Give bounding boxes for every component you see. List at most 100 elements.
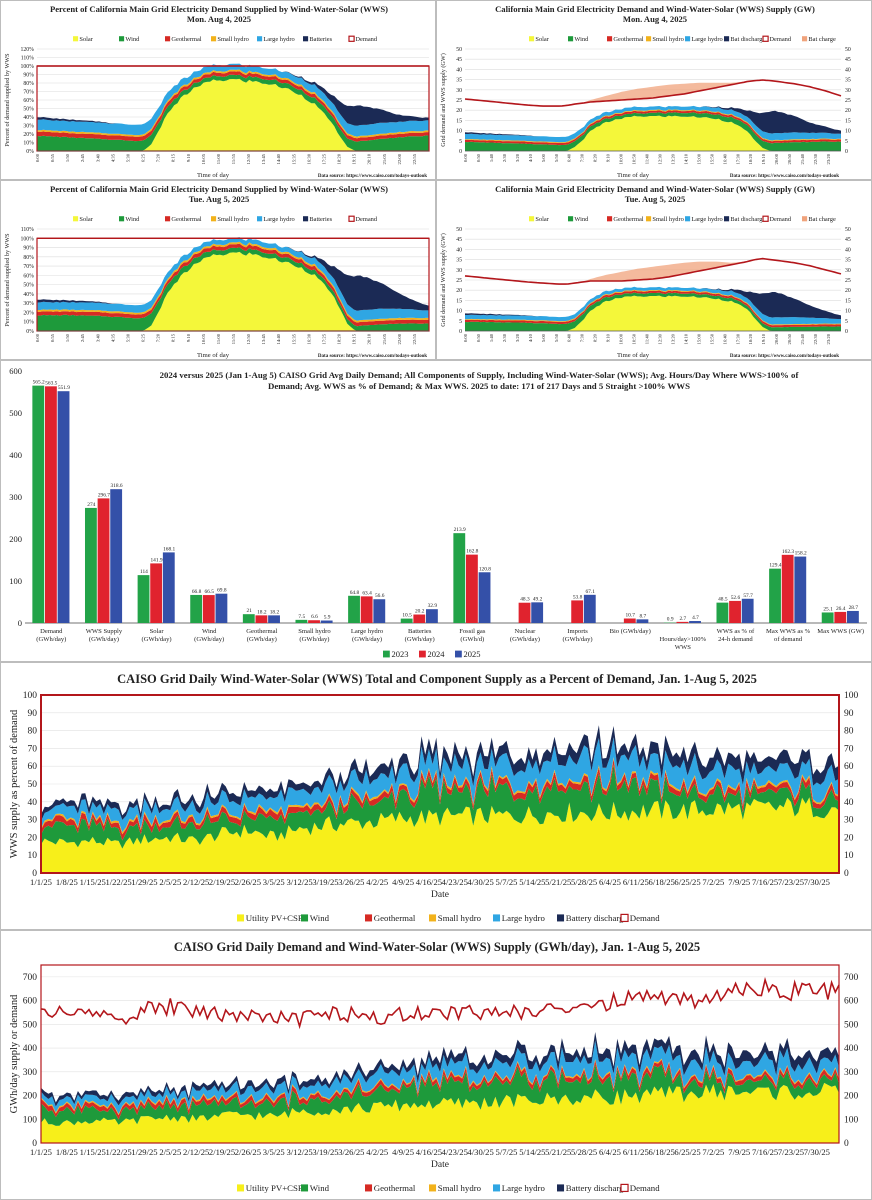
category-label: Nuclear	[515, 628, 537, 635]
y2-tick-label: 700	[844, 973, 859, 983]
y-tick-label: 110%	[21, 56, 34, 62]
x-tick-label: 5/28/25	[571, 1147, 597, 1157]
category-label: WWS as % of	[717, 628, 755, 635]
chart-subtitle: Mon. Aug 4, 2025	[187, 14, 251, 24]
x-tick-label: 13:45	[261, 153, 266, 164]
panel-pct-aug4: Percent of California Main Grid Electric…	[0, 0, 436, 180]
legend-swatch-wind	[301, 1184, 309, 1192]
y2-tick-label: 80	[844, 727, 854, 737]
category-label: Hours/day>100%	[660, 636, 707, 643]
bar-2024-max-wws-as-of-demand	[781, 554, 794, 623]
bar-value-label: 114	[140, 569, 148, 575]
x-tick-label: 3/19/25	[312, 1147, 338, 1157]
bar-value-label: 7.5	[298, 614, 305, 620]
bar-2024-batteries-gwh-day	[413, 614, 426, 623]
bar-value-label: 162.8	[466, 549, 478, 555]
bar-value-label: 213.9	[454, 527, 466, 533]
x-tick-label: 7/16/25	[752, 1147, 778, 1157]
y-tick-label: 100	[23, 1115, 38, 1125]
y-tick-label: 70%	[23, 90, 34, 96]
x-tick-label: 0:00	[463, 333, 468, 342]
x-tick-label: 9:10	[606, 153, 611, 162]
x-tick-label: 20:10	[367, 333, 372, 344]
x-tick-label: 10:00	[619, 153, 624, 164]
y-tick-label: 10	[456, 309, 462, 315]
chart-pct-aug4: Percent of California Main Grid Electric…	[4, 4, 430, 179]
category-label: Small hydro	[298, 628, 331, 635]
x-tick-label: 7/23/25	[778, 877, 804, 887]
y2-tick-label: 0	[844, 1139, 849, 1149]
y-tick-label: 30%	[23, 301, 34, 307]
category-label: Large hydro	[351, 628, 384, 635]
bar-2025-wws-as-of-24-h-demand	[741, 598, 754, 623]
legend-swatch-geothermal	[365, 914, 373, 922]
x-tick-label: 2:45	[80, 153, 85, 162]
y-tick-label: 60	[28, 762, 38, 772]
y-tick-label: 10%	[23, 141, 34, 147]
y-tick-label: 0	[459, 329, 462, 335]
area-solar	[37, 78, 429, 151]
x-tick-label: 19:10	[761, 153, 766, 164]
y-tick-label: 300	[23, 1068, 38, 1078]
y2-tick-label: 15	[845, 118, 851, 124]
x-tick-label: 3/5/25	[263, 1147, 285, 1157]
bar-value-label: 129.4	[769, 563, 781, 569]
legend-swatch-geothermal	[607, 216, 613, 222]
x-tick-label: 15:00	[696, 333, 701, 344]
bar-2025-max-wws-gw	[847, 610, 859, 623]
x-tick-label: 2:30	[502, 153, 507, 162]
bar-2023-large-hydro-gwh-day	[348, 595, 360, 623]
x-tick-label: 4:10	[528, 333, 533, 342]
x-tick-label: 22:55	[412, 153, 417, 164]
x-tick-label: 19:15	[352, 153, 357, 164]
y-tick-label: 0	[459, 149, 462, 155]
legend-label-large-hydro: Large hydro	[263, 216, 294, 223]
category-label: 24-h demand	[718, 636, 753, 643]
x-tick-label: 22:30	[813, 333, 818, 344]
y-tick-label: 90%	[23, 73, 34, 79]
legend-label-2025: 2025	[464, 649, 481, 659]
legend-swatch-large-hydro	[257, 36, 263, 42]
x-tick-label: 22:00	[397, 153, 402, 164]
y-tick-label: 20%	[23, 132, 34, 138]
bar-value-label: 66.5	[204, 589, 214, 595]
area-wind	[37, 247, 429, 331]
legend-label-wind: Wind	[125, 36, 140, 43]
legend-label-battery-discharge: Battery discharge	[566, 1183, 628, 1193]
x-tick-label: 5:50	[554, 153, 559, 162]
y-tick-label: 20	[456, 288, 462, 294]
area-solar	[465, 115, 841, 151]
bar-2023-small-hydro-gwh-day	[295, 619, 308, 623]
x-tick-label: 4/30/25	[468, 877, 494, 887]
chart-title: California Main Grid Electricity Demand …	[495, 4, 815, 14]
y-axis-title: GWh/day supply or demand	[9, 994, 20, 1113]
x-tick-label: 3/26/25	[338, 1147, 364, 1157]
y-tick-label: 35	[456, 78, 462, 84]
category-label: (GWh/day)	[89, 636, 119, 643]
category-label: WWS	[675, 644, 691, 651]
legend-label-large-hydro: Large hydro	[691, 36, 722, 43]
bar-2024-imports-gwh-day	[571, 600, 584, 623]
legend-swatch-bat-discharge	[724, 216, 730, 222]
legend-swatch-2023	[383, 650, 390, 658]
x-axis-title: Time of day	[617, 172, 650, 179]
legend-label-geothermal: Geothermal	[374, 1183, 416, 1193]
bar-2025-large-hydro-gwh-day	[373, 599, 386, 623]
bar-2025-bio-gwh-day	[636, 619, 649, 623]
x-tick-label: 6/4/25	[599, 1147, 621, 1157]
x-tick-label: 10:05	[201, 153, 206, 164]
bar-value-label: 66.8	[192, 589, 202, 595]
x-tick-label: 5/14/25	[519, 877, 545, 887]
area-bat-charge	[465, 258, 841, 285]
x-tick-label: 23:20	[826, 333, 831, 344]
y-tick-label: 400	[23, 1044, 38, 1054]
y-tick-label: 10	[456, 129, 462, 135]
y-axis-title: Percent of demand supplied by WWS	[4, 233, 11, 327]
legend-swatch-small-hydro	[429, 1184, 437, 1192]
x-tick-label: 3:20	[515, 153, 520, 162]
x-tick-label: 19:10	[761, 333, 766, 344]
y-tick-label: 25	[456, 278, 462, 284]
legend-swatch-bat-charge	[802, 216, 808, 222]
y-tick-label: 30	[456, 268, 462, 274]
x-tick-label: 11:55	[231, 153, 236, 164]
